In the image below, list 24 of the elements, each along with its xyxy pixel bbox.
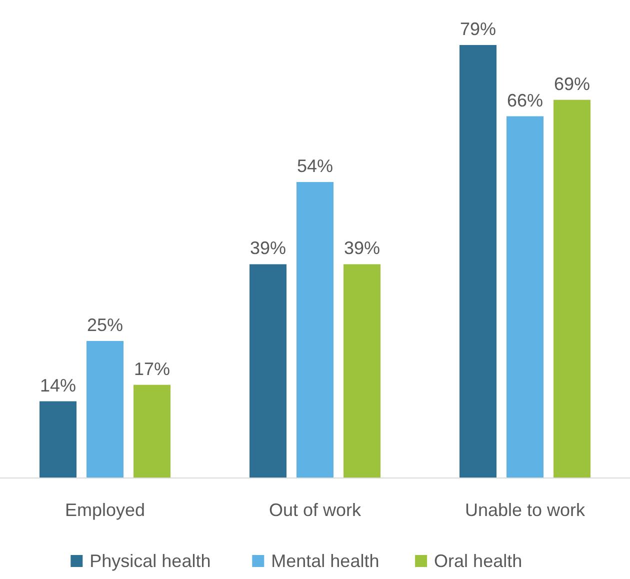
data-label: 66% [506, 90, 544, 110]
bar [554, 100, 590, 478]
legend-label: Oral health [434, 551, 522, 571]
data-label: 14% [40, 375, 76, 396]
data-label: 79% [460, 19, 496, 39]
bar [250, 264, 286, 478]
bar [86, 340, 124, 478]
bar [460, 45, 496, 478]
bar [344, 264, 380, 478]
bar [296, 182, 334, 478]
data-label: 17% [134, 358, 170, 379]
data-label: 54% [296, 156, 334, 176]
x-tick-label: Out of work [268, 500, 362, 520]
bar [134, 384, 170, 478]
data-label: 39% [344, 238, 380, 258]
bar [40, 401, 76, 478]
legend-label: Physical health [90, 551, 211, 571]
bar [506, 116, 544, 478]
data-label: 25% [86, 314, 124, 335]
legend-label: Mental health [271, 551, 380, 571]
data-label: 69% [554, 74, 590, 94]
x-tick-label: Employed [64, 500, 146, 520]
data-label: 39% [250, 238, 286, 258]
x-tick-label: Unable to work [464, 500, 586, 520]
